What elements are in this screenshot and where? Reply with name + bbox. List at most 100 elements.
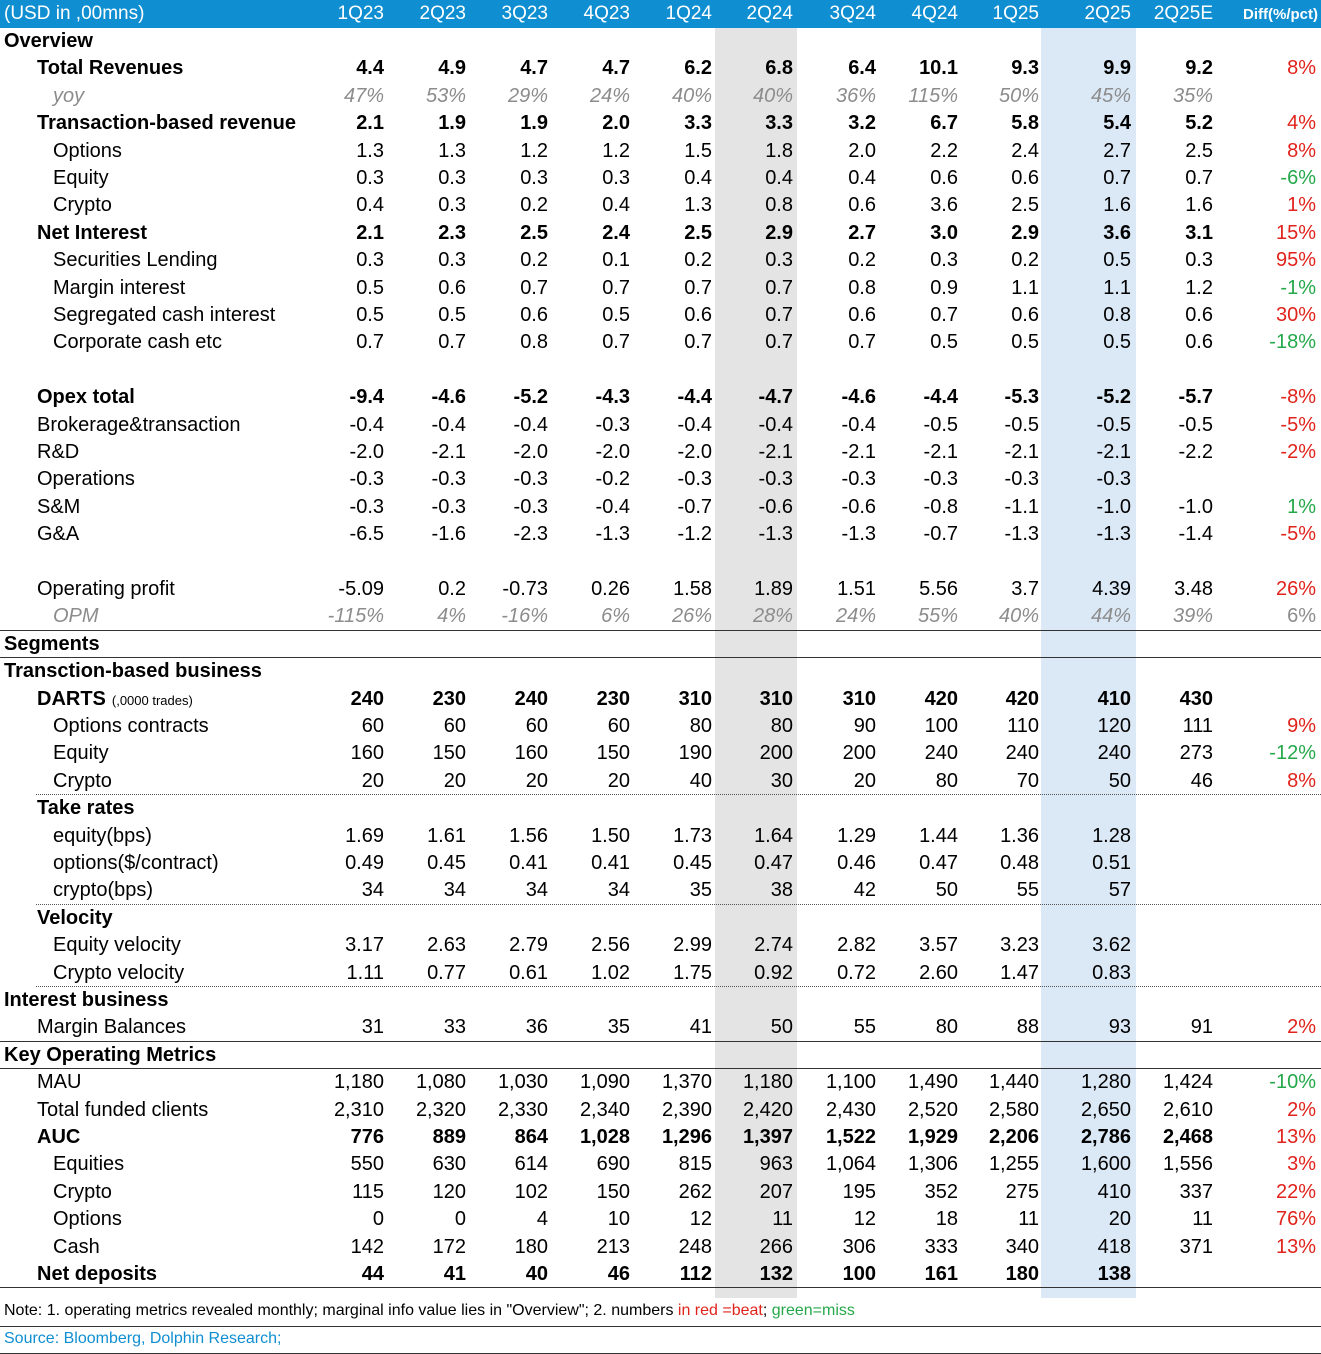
value-cell: -1.2 <box>677 523 712 546</box>
footnote-miss: green=miss <box>771 1302 855 1319</box>
value-cell: 40% <box>752 84 793 107</box>
value-cell: 41 <box>443 1263 466 1285</box>
column-header: 3Q24 <box>829 3 876 24</box>
value-cell: 44% <box>1090 605 1131 628</box>
value-cell: 1.64 <box>754 824 793 847</box>
value-cell: 0.2 <box>438 578 466 600</box>
value-cell: 1.3 <box>438 139 466 162</box>
row-label: Transaction-based revenue <box>37 110 296 137</box>
value-cell: 1,100 <box>825 1071 876 1094</box>
value-cell: 690 <box>596 1153 630 1176</box>
value-cell: 36% <box>835 84 876 107</box>
value-cell: 200 <box>759 742 793 765</box>
value-cell: 1,080 <box>415 1071 466 1094</box>
value-cell: 1,522 <box>825 1126 876 1148</box>
value-cell: 160 <box>514 742 548 765</box>
value-cell: -5.3 <box>1004 386 1039 409</box>
value-cell: -0.3 <box>677 468 712 491</box>
value-cell: 1.56 <box>509 824 548 847</box>
value-cell: 9.9 <box>1103 57 1131 80</box>
value-cell: -0.7 <box>923 523 958 546</box>
value-cell: 3.7 <box>1011 578 1039 600</box>
section-divider <box>0 1287 1321 1289</box>
value-cell: 1.28 <box>1092 824 1131 847</box>
value-cell: 0.5 <box>438 304 466 326</box>
value-cell: 0.4 <box>602 194 630 217</box>
value-cell: 5.2 <box>1185 112 1213 135</box>
value-cell: 100 <box>842 1263 876 1285</box>
value-cell: 2.3 <box>438 221 466 244</box>
value-cell: 1.2 <box>520 139 548 162</box>
value-cell: 410 <box>1097 687 1131 710</box>
value-cell: 1,180 <box>333 1071 384 1094</box>
value-cell: 262 <box>678 1180 712 1203</box>
value-cell: 1.1 <box>1103 276 1131 299</box>
value-cell: -0.4 <box>431 413 466 436</box>
value-cell: 0.6 <box>1185 331 1213 354</box>
value-cell: 0.8 <box>520 331 548 354</box>
value-cell: 1.44 <box>919 824 958 847</box>
value-cell: 240 <box>1005 742 1039 765</box>
value-cell: -0.3 <box>595 413 630 436</box>
section-header: Key Operating Metrics <box>0 1042 1321 1069</box>
value-cell: 1,370 <box>661 1071 712 1094</box>
value-cell: 80 <box>935 769 958 792</box>
row-label: Opex total <box>37 384 135 411</box>
value-cell: 1.51 <box>837 578 876 600</box>
diff-cell: 1% <box>1287 194 1316 217</box>
section-label: Take rates <box>37 795 134 822</box>
row-label-text: AUC <box>37 1126 81 1148</box>
value-cell: 0.6 <box>520 304 548 326</box>
section-label: Interest business <box>4 987 169 1014</box>
value-cell: 40 <box>689 769 712 792</box>
diff-cell: 15% <box>1275 221 1316 244</box>
value-cell: 3.3 <box>765 112 793 135</box>
value-cell: 2.74 <box>754 934 793 957</box>
row-label-text: Crypto <box>53 194 112 217</box>
value-cell <box>1135 960 1213 987</box>
value-cell: 3.17 <box>345 934 384 957</box>
value-cell <box>1135 932 1213 959</box>
row-label-text: Operating profit <box>37 578 175 600</box>
value-cell: 46 <box>607 1263 630 1285</box>
row-label: Securities Lending <box>53 247 218 274</box>
value-cell: 0.4 <box>684 167 712 189</box>
value-cell: 2.5 <box>684 221 712 244</box>
value-cell: -0.2 <box>595 468 630 491</box>
value-cell: 6.8 <box>765 57 793 80</box>
row-label-text: Opex total <box>37 386 135 409</box>
footnote-beat: in red =beat <box>677 1302 763 1319</box>
value-cell: 306 <box>842 1235 876 1258</box>
table-row: Cash 142 172 180 213 248 266 306 333 340 418 371 13% <box>0 1234 1321 1261</box>
value-cell: 1.50 <box>591 824 630 847</box>
value-cell: 93 <box>1108 1016 1131 1039</box>
value-cell: 2,650 <box>1080 1098 1131 1121</box>
value-cell: 2,468 <box>1162 1126 1213 1148</box>
column-header: 2Q25E <box>1153 3 1213 24</box>
value-cell: 3.3 <box>684 112 712 135</box>
value-cell: 2.5 <box>1185 139 1213 162</box>
row-label-text: Equities <box>53 1153 125 1176</box>
table-row: Options contracts 60 60 60 60 80 80 90 100 110 120… <box>0 713 1321 740</box>
value-cell: 0.3 <box>930 249 958 272</box>
diff-cell: 95% <box>1275 249 1316 272</box>
value-cell: 5.56 <box>919 578 958 600</box>
value-cell: -1.0 <box>1178 495 1213 518</box>
value-cell: 1.3 <box>356 139 384 162</box>
value-cell: 0.3 <box>438 167 466 189</box>
value-cell: 1,280 <box>1080 1071 1131 1094</box>
value-cell: 0.7 <box>684 331 712 354</box>
value-cell: 115% <box>908 84 958 107</box>
value-cell: 0.51 <box>1092 852 1131 874</box>
diff-cell: -2% <box>1280 441 1316 463</box>
value-cell: -2.1 <box>431 441 466 463</box>
value-cell: 3.6 <box>930 194 958 217</box>
value-cell: 0.7 <box>765 331 793 354</box>
value-cell: 80 <box>770 715 793 737</box>
section-label: Key Operating Metrics <box>4 1042 216 1069</box>
value-cell: 333 <box>924 1235 958 1258</box>
value-cell: 1.47 <box>1000 961 1039 984</box>
section-divider <box>0 1040 1321 1042</box>
table-row: Operations -0.3 -0.3 -0.3 -0.2 -0.3 -0.3 -0.3 -0… <box>0 466 1321 493</box>
row-label-text: Transction-based business <box>4 660 262 683</box>
